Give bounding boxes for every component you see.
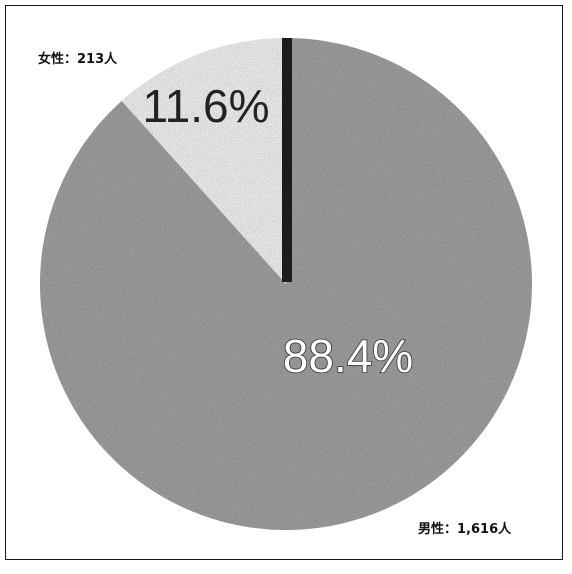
percent-label-male: 88.4% (283, 330, 413, 382)
pie-slice-female (121, 38, 286, 284)
slice-divider-bar (282, 38, 292, 282)
pie-slice-male (40, 38, 533, 530)
male-category-label: 男性：1,616人 (418, 522, 512, 537)
percent-label-female: 11.6% (142, 80, 269, 132)
pie-slices (40, 38, 533, 530)
female-category-label: 女性：213人 (38, 52, 118, 67)
pie-percent-labels: 11.6% 88.4% (142, 80, 414, 383)
